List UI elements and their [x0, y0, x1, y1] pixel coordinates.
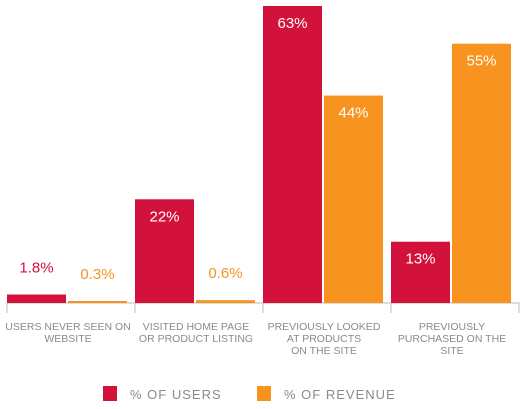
- legend-swatch-users: [103, 386, 117, 401]
- category-label: AT PRODUCTS: [287, 333, 361, 345]
- legend-label-users: % OF USERS: [130, 387, 222, 402]
- bar-users: [7, 294, 66, 303]
- category-label: WEBSITE: [44, 333, 91, 345]
- value-label: 1.8%: [19, 260, 53, 277]
- value-label: 22%: [149, 208, 179, 225]
- legend-swatch-revenue: [257, 386, 271, 401]
- category-label: OR PRODUCT LISTING: [139, 333, 253, 345]
- bar-revenue: [452, 43, 511, 303]
- category-label: USERS NEVER SEEN ON: [5, 321, 130, 333]
- category-label: PREVIOUSLY: [419, 321, 485, 333]
- x-axis: [6, 302, 520, 313]
- category-label: VISITED HOME PAGE: [143, 321, 250, 333]
- bar-revenue: [68, 301, 127, 303]
- value-label: 44%: [338, 105, 368, 122]
- bar-users: [391, 241, 450, 303]
- legend: % OF USERS % OF REVENUE: [103, 386, 396, 402]
- value-label: 0.3%: [80, 266, 114, 283]
- category-label: PURCHASED ON THE: [398, 333, 506, 345]
- bar-revenue: [196, 300, 255, 303]
- category-label: ON THE SITE: [291, 345, 357, 357]
- value-label: 55%: [466, 53, 496, 70]
- value-label: 0.6%: [208, 265, 242, 282]
- bar-users: [263, 6, 322, 303]
- value-label: 13%: [405, 251, 435, 268]
- bars: [7, 6, 511, 303]
- bar-revenue: [324, 95, 383, 303]
- bar-users: [135, 199, 194, 303]
- legend-label-revenue: % OF REVENUE: [284, 387, 396, 402]
- value-label: 63%: [277, 15, 307, 32]
- category-label: SITE: [440, 345, 463, 357]
- value-labels: 1.8% 22% 63% 13% 0.3% 0.6% 44% 55%: [19, 15, 496, 283]
- category-label: PREVIOUSLY LOOKED: [268, 321, 381, 333]
